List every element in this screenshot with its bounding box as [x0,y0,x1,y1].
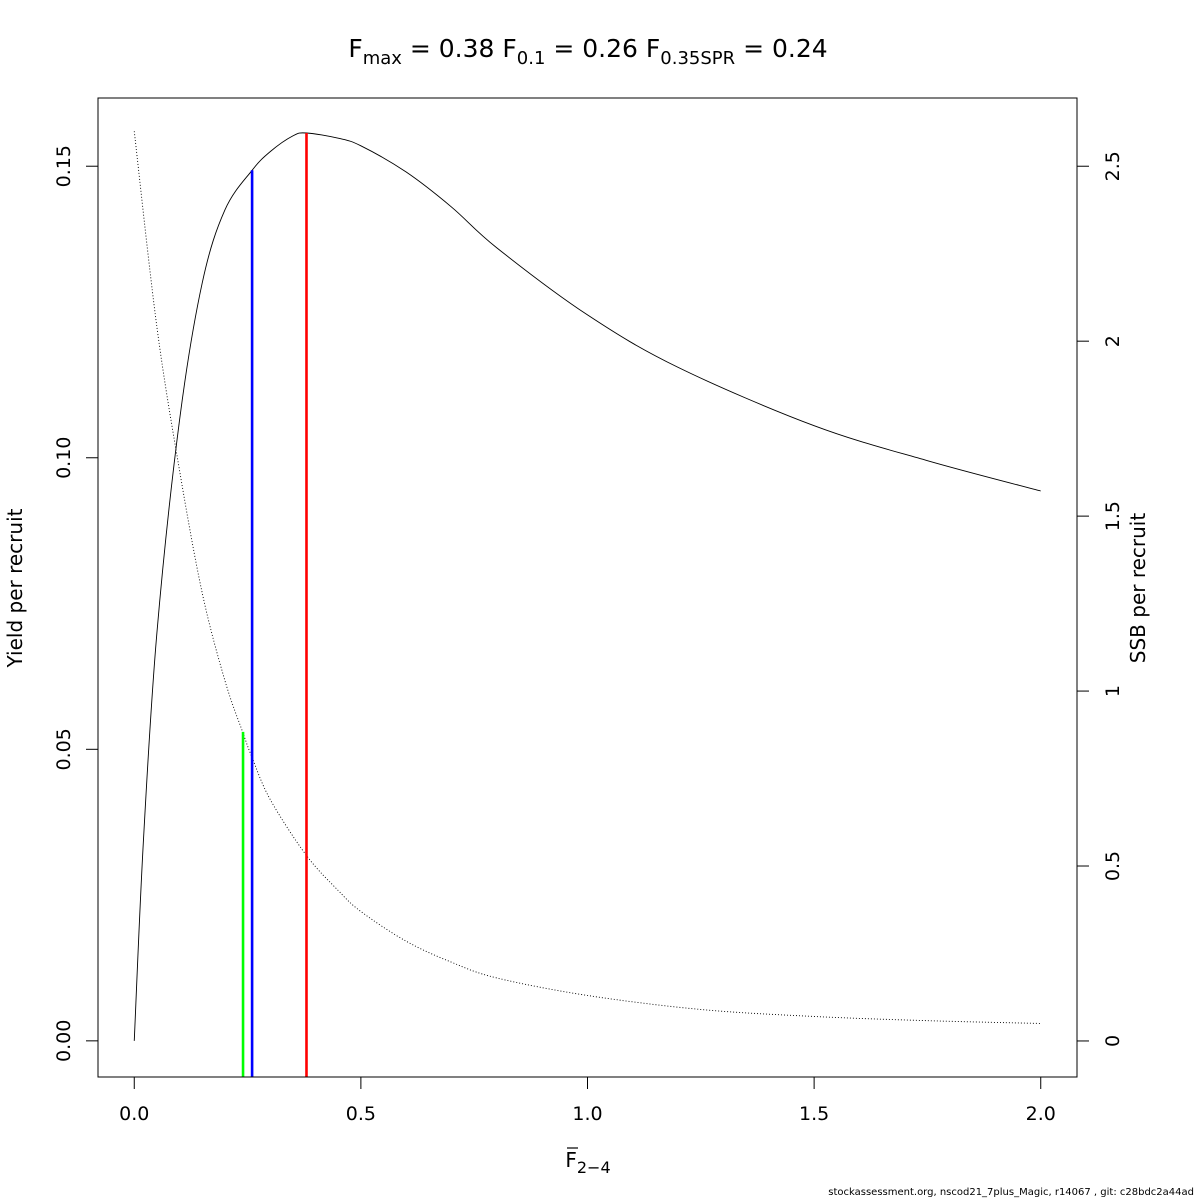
reference-lines [241,132,308,1077]
y-right-tick-label: 1.5 [1102,501,1124,531]
x-axis-label: F2−4 [565,1148,610,1177]
x-tick-label: 0.0 [119,1103,149,1125]
x-tick-label: 2.0 [1026,1103,1056,1125]
y-right-axis: 0 0.5 1 1.5 2 2.5 [1076,151,1124,1047]
y-right-axis-label: SSB per recruit [1126,513,1150,664]
y-right-tick-label: 1 [1102,685,1124,697]
series-layer [133,131,1041,1041]
ssb-per-recruit-curve [133,131,1041,1024]
y-left-axis: 0.00 0.05 0.10 0.15 [53,145,99,1062]
x-tick-label: 1.5 [799,1103,829,1125]
y-left-tick-label: 0.00 [53,1020,75,1062]
x-tick-label: 0.5 [346,1103,376,1125]
yield-per-recruit-curve [133,132,1041,1041]
y-left-tick-label: 0.10 [53,437,75,479]
x-tick-label: 1.0 [572,1103,602,1125]
y-right-tick-label: 2 [1102,335,1124,347]
y-right-tick-label: 0.5 [1102,851,1124,881]
y-right-tick-label: 2.5 [1102,151,1124,181]
y-left-axis-label: Yield per recruit [3,508,27,668]
plot-frame [97,97,1078,1078]
y-left-tick-label: 0.05 [53,728,75,770]
x-axis: 0.0 0.5 1.0 1.5 2.0 [119,1076,1056,1125]
chart-title: Fmax = 0.38 F0.1 = 0.26 F0.35SPR = 0.24 [348,34,827,69]
footer-credit: stockassessment.org, nscod21_7plus_Magic… [828,1187,1194,1198]
y-right-tick-label: 0 [1102,1035,1124,1047]
y-left-tick-label: 0.15 [53,145,75,187]
